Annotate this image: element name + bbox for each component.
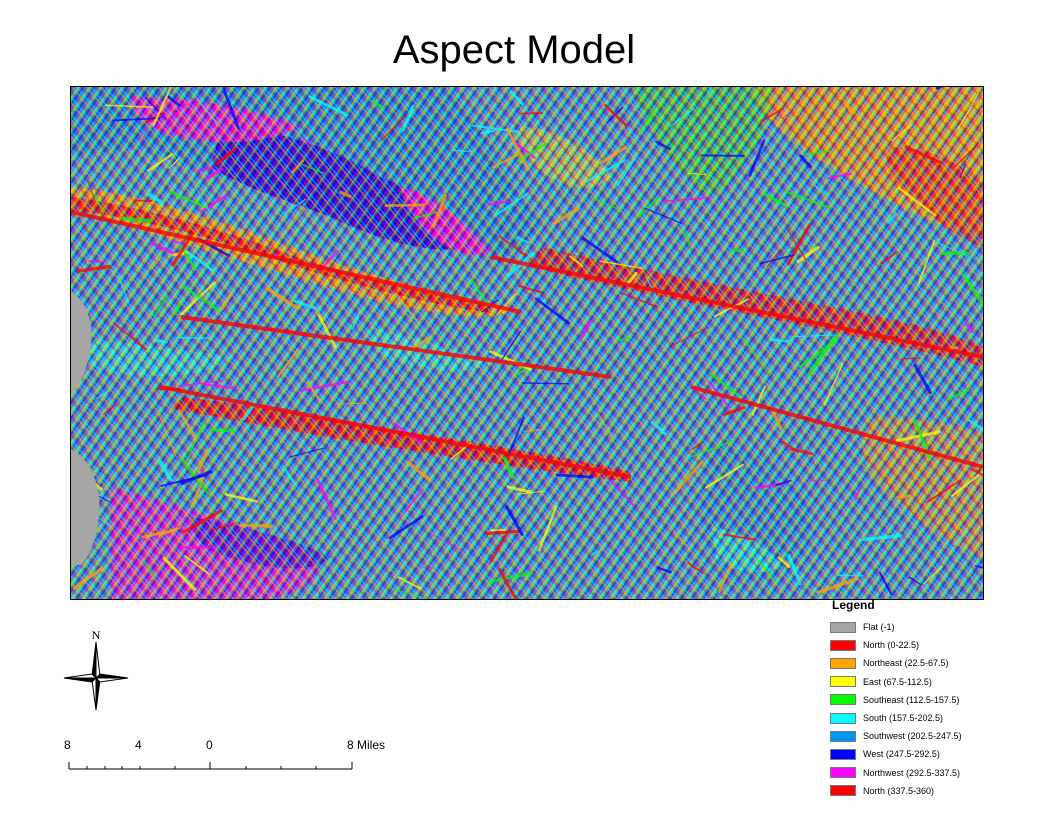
scale-label-8-left: 8 (64, 738, 71, 752)
legend-swatch (830, 767, 856, 779)
legend-item: Northwest (292.5-337.5) (830, 764, 1020, 782)
legend-label: South (157.5-202.5) (863, 713, 944, 724)
legend: Legend Flat (-1) North (0-22.5) Northeast … (830, 598, 1020, 800)
legend-label: North (337.5-360) (863, 785, 935, 796)
legend-item: Southwest (202.5-247.5) (830, 727, 1020, 745)
flat-area-west-2 (71, 449, 100, 565)
scale-label-0: 0 (206, 738, 213, 752)
legend-swatch (830, 694, 856, 706)
legend-label: North (0-22.5) (863, 640, 920, 651)
scale-label-4: 4 (135, 738, 142, 752)
legend-item: Flat (-1) (830, 618, 1020, 636)
legend-item: West (247.5-292.5) (830, 745, 1020, 763)
legend-item: East (67.5-112.5) (830, 673, 1020, 691)
legend-label: Southeast (112.5-157.5) (863, 694, 960, 705)
legend-item: South (157.5-202.5) (830, 709, 1020, 727)
scale-bar: 8 4 0 8 Miles (60, 738, 420, 778)
legend-label: West (247.5-292.5) (863, 749, 940, 760)
north-label: N (92, 628, 101, 642)
legend-label: Northwest (292.5-337.5) (863, 767, 961, 778)
legend-label: East (67.5-112.5) (863, 676, 932, 687)
legend-swatch (830, 712, 856, 724)
aspect-raster (71, 87, 983, 599)
legend-swatch (830, 657, 856, 669)
legend-label: Northeast (22.5-67.5) (863, 658, 949, 669)
legend-title: Legend (832, 598, 875, 612)
aspect-map (70, 86, 984, 600)
legend-label: Flat (-1) (863, 622, 895, 633)
legend-swatch (830, 639, 856, 651)
legend-swatch (830, 621, 856, 633)
legend-item: Southeast (112.5-157.5) (830, 691, 1020, 709)
legend-label: Southwest (202.5-247.5) (863, 731, 962, 742)
legend-items: Flat (-1) North (0-22.5) Northeast (22.5-6… (830, 618, 1020, 800)
legend-swatch (830, 748, 856, 760)
legend-swatch (830, 730, 856, 742)
legend-swatch (830, 676, 856, 688)
legend-item: North (337.5-360) (830, 782, 1020, 800)
scale-label-8-miles: 8 Miles (347, 738, 386, 752)
legend-item: North (0-22.5) (830, 636, 1020, 654)
legend-swatch (830, 785, 856, 797)
north-arrow: N (62, 628, 130, 711)
legend-item: Northeast (22.5-67.5) (830, 654, 1020, 672)
flat-area-west-1 (71, 292, 92, 395)
map-title: Aspect Model (392, 28, 636, 72)
